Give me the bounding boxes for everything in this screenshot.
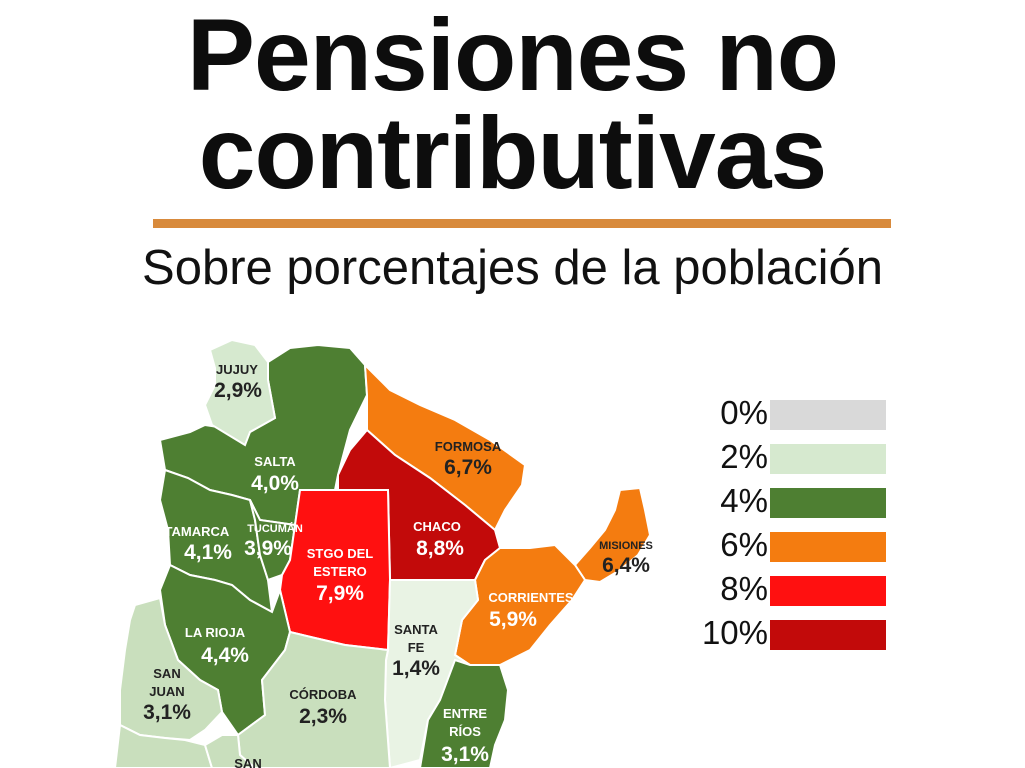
province-shape-misiones[interactable] [573,486,652,584]
province-label-sanluis: SAN [234,756,261,768]
province-label-misiones: MISIONES [599,540,653,552]
province-label-corrientes: CORRIENTES [488,590,574,605]
legend-swatch [770,444,886,474]
legend-label: 10% [701,614,768,651]
province-label-formosa: FORMOSA [435,439,502,454]
province-shape-san-luis[interactable] [203,734,257,768]
title-line-1: Pensiones no [186,0,839,112]
province-label-stgo-line1: STGO DEL [307,546,374,561]
province-shape-cordoba[interactable] [236,630,392,768]
province-value-sanjuan: 3,1% [143,701,191,724]
province-label-sanjuan-line1: SAN [153,666,180,681]
province-value-catamarca: 4,1% [184,541,232,564]
province-value-entrerios: 3,1% [441,743,489,766]
province-shape-jujuy[interactable] [203,338,277,447]
legend-swatch [770,400,886,430]
subtitle: Sobre porcentajes de la población [142,241,883,295]
province-label-jujuy: JUJUY [216,362,258,377]
legend-label: 4% [720,482,768,519]
title-line-2: contributivas [198,96,827,210]
province-label-salta: SALTA [254,454,296,469]
province-value-larioja: 4,4% [201,644,249,667]
province-value-chaco: 8,8% [416,537,464,560]
province-shape-san-juan[interactable] [119,596,224,742]
province-label-entrerios-line1: ENTRE [443,706,487,721]
province-label-santafe-line1: SANTA [394,622,438,637]
province-label-santafe-line2: FE [408,640,425,655]
legend-swatch [770,532,886,562]
legend-swatch [770,576,886,606]
province-value-stgo: 7,9% [316,582,364,605]
province-label-sanjuan-line2: JUAN [149,684,184,699]
province-label-entrerios-line2: RÍOS [449,724,481,739]
legend-label: 2% [720,438,768,475]
province-value-corrientes: 5,9% [489,608,537,631]
legend-swatch [770,620,886,650]
argentina-map: JUJUY 2,9% SALTA 4,0% FORMOSA 6,7% CHACO… [113,338,653,768]
province-shape-entre-rios[interactable] [418,658,510,768]
province-shape-mendoza[interactable] [113,723,214,768]
legend-label: 6% [720,526,768,563]
legend-swatch [770,488,886,518]
province-value-santafe: 1,4% [392,657,440,680]
province-value-jujuy: 2,9% [214,379,262,402]
province-value-tucuman: 3,9% [244,537,292,560]
province-label-chaco: CHACO [413,519,461,534]
province-value-salta: 4,0% [251,472,299,495]
province-value-misiones: 6,4% [602,554,650,577]
province-label-larioja: LA RIOJA [185,625,246,640]
province-label-tucuman: TUCUMÁN [247,522,303,535]
province-label-stgo-line2: ESTERO [313,564,366,579]
province-value-formosa: 6,7% [444,456,492,479]
province-label-catamarca: CATAMARCA [147,524,230,539]
title-divider [153,219,891,228]
legend-label: 8% [720,570,768,607]
province-value-cordoba: 2,3% [299,705,347,728]
province-label-cordoba: CÓRDOBA [289,687,357,702]
legend-label: 0% [720,394,768,431]
